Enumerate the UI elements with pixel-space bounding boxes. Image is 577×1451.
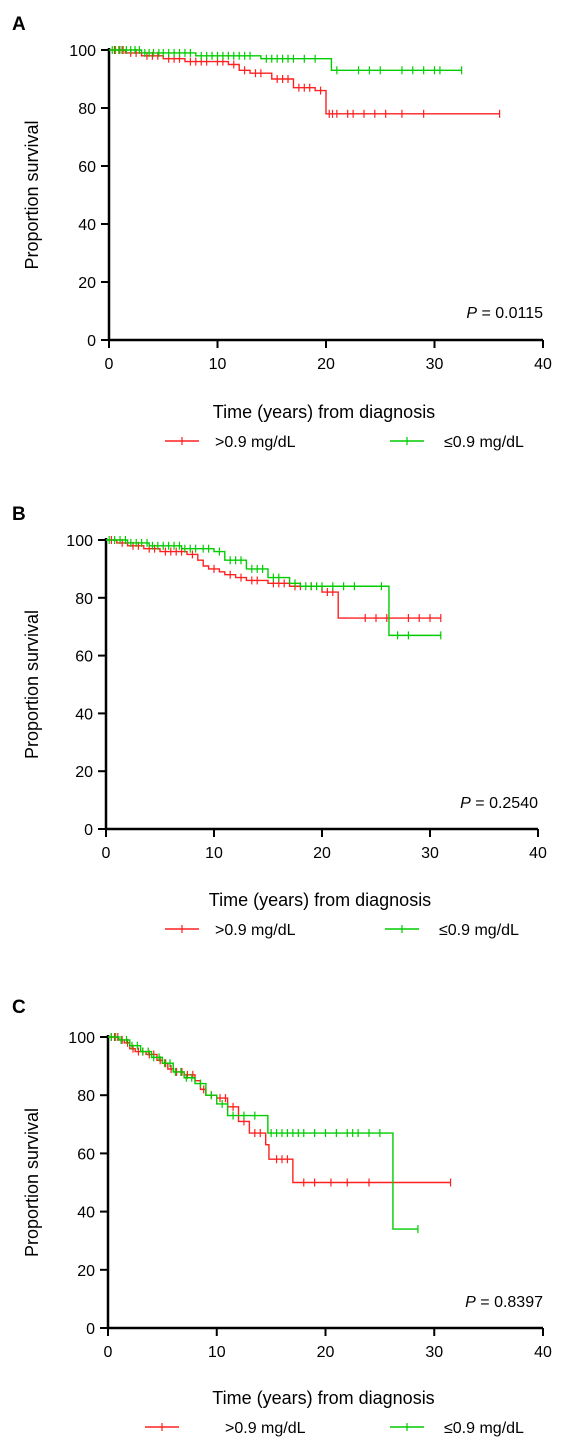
panel-label: C — [12, 997, 26, 1018]
y-axis-title: Proportion survival — [22, 120, 42, 269]
p-label: P — [460, 795, 471, 812]
series-red — [109, 46, 501, 118]
p-value: = 0.2540 — [471, 795, 538, 812]
y-tick-label: 100 — [66, 533, 93, 550]
survival-curve — [108, 1036, 451, 1184]
y-tick-label: 40 — [78, 217, 96, 234]
x-tick-label: 40 — [534, 356, 552, 373]
y-tick-label: 20 — [78, 275, 96, 292]
legend-label: >0.9 mg/dL — [225, 1420, 306, 1437]
p-value-annotation: P = 0.2540 — [460, 795, 538, 812]
y-tick-label: 80 — [78, 101, 96, 118]
chart-panel-b: B 0 20 40 60 80 100 0 10 20 30 40 Time (years) from … — [12, 504, 547, 939]
p-label: P — [465, 1294, 476, 1311]
y-axis-title: Proportion survival — [22, 610, 42, 759]
p-value: = 0.0115 — [477, 305, 543, 322]
legend-label: ≤0.9 mg/dL — [444, 1420, 524, 1437]
x-tick-label: 30 — [426, 356, 444, 373]
survival-curve — [108, 1036, 418, 1230]
legend-label: ≤0.9 mg/dL — [439, 922, 519, 939]
x-tick-label: 20 — [317, 1344, 335, 1361]
chart-panel-a: A 0 20 40 60 80 100 0 10 20 30 40 Time (years) from … — [12, 14, 552, 451]
p-value: = 0.8397 — [476, 1294, 543, 1311]
y-tick-label: 80 — [77, 1088, 95, 1105]
y-tick-label: 100 — [69, 43, 96, 60]
y-tick-label: 20 — [75, 764, 93, 781]
y-tick-label: 60 — [77, 1146, 95, 1163]
p-label: P — [466, 305, 477, 322]
survival-curve — [106, 539, 441, 637]
x-tick-label: 0 — [104, 1344, 113, 1361]
y-tick-label: 0 — [86, 1321, 95, 1338]
x-tick-label: 20 — [317, 356, 335, 373]
p-value-annotation: P = 0.8397 — [465, 1294, 543, 1311]
series-green — [108, 1033, 419, 1234]
survival-curve — [109, 49, 500, 115]
y-tick-label: 80 — [75, 591, 93, 608]
x-tick-label: 10 — [208, 1344, 226, 1361]
legend: >0.9 mg/dL ≤0.9 mg/dL — [165, 434, 524, 451]
x-axis-title: Time (years) from diagnosis — [209, 890, 431, 910]
y-tick-label: 100 — [68, 1030, 95, 1047]
legend-label: ≤0.9 mg/dL — [444, 434, 524, 451]
chart-panel-c: C 0 20 40 60 80 100 0 10 20 30 40 Time (years) from … — [12, 997, 552, 1437]
survival-curve — [109, 49, 462, 71]
legend-label: >0.9 mg/dL — [215, 922, 296, 939]
x-tick-label: 0 — [105, 356, 114, 373]
y-tick-label: 20 — [77, 1263, 95, 1280]
x-tick-label: 30 — [421, 845, 439, 862]
y-tick-label: 0 — [84, 822, 93, 839]
p-value-annotation: P = 0.0115 — [466, 305, 543, 322]
x-tick-label: 30 — [425, 1344, 443, 1361]
y-tick-label: 40 — [75, 706, 93, 723]
x-tick-label: 10 — [205, 845, 223, 862]
y-tick-label: 40 — [77, 1205, 95, 1222]
legend: >0.9 mg/dL ≤0.9 mg/dL — [145, 1420, 524, 1437]
y-tick-label: 60 — [78, 159, 96, 176]
x-tick-label: 20 — [313, 845, 331, 862]
y-tick-label: 0 — [87, 333, 96, 350]
panel-label: A — [12, 14, 26, 35]
x-tick-label: 40 — [529, 845, 547, 862]
series-green — [106, 536, 442, 640]
x-axis-title: Time (years) from diagnosis — [213, 402, 435, 422]
legend: >0.9 mg/dL ≤0.9 mg/dL — [165, 922, 519, 939]
x-tick-label: 40 — [534, 1344, 552, 1361]
y-axis-title: Proportion survival — [22, 1108, 42, 1257]
x-axis-title: Time (years) from diagnosis — [212, 1388, 434, 1408]
x-tick-label: 0 — [102, 845, 111, 862]
legend-label: >0.9 mg/dL — [215, 434, 296, 451]
x-tick-label: 10 — [209, 356, 227, 373]
panel-label: B — [12, 504, 26, 525]
series-green — [109, 46, 463, 75]
y-tick-label: 60 — [75, 649, 93, 666]
